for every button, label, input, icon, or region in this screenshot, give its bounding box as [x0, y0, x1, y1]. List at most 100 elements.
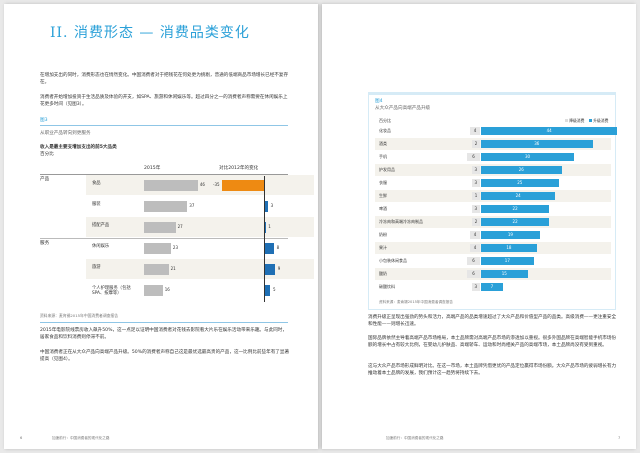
row-label: 酸奶 [379, 271, 387, 276]
figure-label: 图4 [375, 99, 383, 104]
row-label: 服装 [92, 202, 101, 207]
upgrade-bar: 7 [481, 283, 503, 291]
change-bar [264, 243, 274, 254]
axis-line [264, 176, 265, 302]
upgrade-bar: 17 [481, 257, 534, 265]
col-header: 2015年 [144, 166, 161, 171]
chart-row: 手机 6 30 [375, 151, 611, 163]
row-label: 冷冻肉和高端冷冻肉制品 [379, 219, 423, 224]
legend-upgrade: 升级消费 [589, 117, 608, 124]
chart-row: 果汁 4 18 [375, 242, 611, 254]
paragraph: 这与大众产品市场形成鲜明对比。在这一市场，本土品牌凭借更优的产品定位赢得市场份额… [368, 364, 617, 376]
chart-row: 冷冻肉和高端冷冻肉制品 2 22 [375, 216, 611, 228]
upgrade-bar: 25 [481, 179, 559, 187]
upgrade-bar: 44 [481, 127, 618, 135]
row-label: 奶粉 [379, 232, 387, 237]
figure-box: 图4 从大众产品向高端产品升级 百分比 降级消费 升级消费 化妆品 4 44 酒类… [368, 92, 618, 310]
legend-label: 升级消费 [593, 118, 609, 123]
value-label: 16 [164, 287, 170, 292]
chart-row: 酒类 2 36 [375, 138, 611, 150]
chart-unit: 百分比 [40, 152, 54, 157]
value-bar [144, 264, 169, 275]
change-label: 5 [273, 287, 276, 292]
chart-row: 衣服 3 25 [375, 177, 611, 189]
change-bar [264, 264, 275, 275]
upgrade-bar: 19 [481, 231, 540, 239]
change-bar [264, 201, 268, 212]
col-header: 对比2012年的变化 [219, 166, 259, 171]
upgrade-bar: 26 [481, 166, 562, 174]
footer-text: 加速前行：中国消费者的现代化之路 [52, 436, 110, 440]
upgrade-bar: 22 [481, 218, 550, 226]
row-label: 生鲜 [379, 193, 387, 198]
chart-row: 食品 46 -35 [86, 175, 314, 195]
value-bar [144, 180, 198, 191]
source-note: 资料来源：麦肯锡2015年中国消费者调查报告 [379, 300, 453, 304]
row-label: 护发用品 [379, 167, 395, 172]
paragraph: 消费升级正呈现出强劲的势头和活力，高端产品的品类增速超过了大众产品和价值型产品的… [368, 315, 617, 327]
value-label: 46 [199, 182, 205, 187]
chart-subtitle: 收入是最主要支增加支出的前5大品类 [40, 145, 117, 150]
group-label: 服务 [40, 241, 50, 246]
figure-title: 从大众产品向高端产品升级 [375, 106, 431, 111]
row-label: 衣服 [379, 180, 387, 185]
divider [40, 174, 288, 175]
value-label: 21 [170, 266, 176, 271]
chart-row: 生鲜 1 24 [375, 190, 611, 202]
change-bar [222, 180, 264, 191]
value-bar [144, 201, 188, 212]
chart-row: 护发用品 3 26 [375, 164, 611, 176]
downgrade-bar: 4 [470, 231, 480, 239]
divider [40, 125, 288, 126]
chart-row: 酸奶 6 15 [375, 268, 611, 280]
figure-title: 从职业产品转向到更服务 [40, 131, 91, 136]
downgrade-bar: 6 [467, 257, 480, 265]
value-label: 23 [172, 245, 178, 250]
value-bar [144, 243, 171, 254]
paragraph: 国际品牌依然主导着高端产品市场格局，本土品牌需对高端产品市场的渗透加以重视。很多… [368, 336, 617, 348]
page-number: 6 [20, 436, 23, 440]
section-title: II. 消费形态 — 消费品类变化 [50, 25, 250, 41]
page-number: 7 [618, 436, 621, 440]
chart-row: 休闲娱乐 23 8 [86, 238, 314, 258]
row-label: 酒类 [379, 141, 387, 146]
row-label: 食品 [92, 181, 101, 186]
change-label: 3 [270, 203, 274, 208]
row-label: 碳酸饮料 [379, 284, 395, 289]
divider [40, 238, 288, 239]
chart-row: 化妆品 4 44 [375, 125, 618, 137]
value-bar [144, 285, 163, 296]
downgrade-bar: 2 [472, 140, 480, 148]
source-note: 资料来源：麦肯锡2015年中国消费者调查报告 [40, 313, 119, 318]
row-label: 旅游 [92, 265, 101, 270]
chart-row: 服装 37 3 [86, 196, 314, 216]
paragraph: 在增加支出的同时，消费形态也在悄然变化。中国消费者对于把钱花在何处更为挑剔，普通… [40, 73, 289, 85]
left-page: II. 消费形态 — 消费品类变化 在增加支出的同时，消费形态也在悄然变化。中国… [4, 4, 318, 449]
chart-unit: 百分比 [379, 118, 391, 123]
downgrade-bar: 3 [471, 205, 480, 213]
upgrade-bar: 22 [481, 205, 550, 213]
upgrade-bar: 24 [481, 192, 556, 200]
chart-row: 啤酒 3 22 [375, 203, 611, 215]
value-bar [144, 222, 176, 233]
change-label: 9 [277, 266, 281, 271]
paragraph: 消费者开始增加投资于生活品质及体验的开支，如SPA、旅游和休闲娱乐等。超过四分之… [40, 95, 288, 107]
downgrade-bar: 3 [471, 179, 480, 187]
downgrade-bar: 3 [471, 283, 480, 291]
chart-row: 小包装休闲食品 6 17 [375, 255, 611, 267]
divider [40, 322, 288, 323]
footer-text: 加速前行：中国消费者的现代化之路 [386, 436, 444, 440]
row-label: 个人护理服务（包括SPA、按摩等） [92, 286, 131, 296]
right-page: 图4 从大众产品向高端产品升级 百分比 降级消费 升级消费 化妆品 4 44 酒类… [322, 4, 636, 449]
downgrade-bar: 3 [471, 166, 480, 174]
upgrade-bar: 15 [481, 270, 528, 278]
change-label: 8 [276, 245, 280, 250]
row-label: 手机 [379, 154, 387, 159]
upgrade-bar: 36 [481, 140, 593, 148]
downgrade-bar: 6 [467, 153, 480, 161]
legend-label: 降级消费 [569, 118, 585, 123]
downgrade-bar: 4 [470, 127, 480, 135]
legend-swatch [589, 119, 592, 122]
legend-downgrade: 降级消费 [565, 117, 584, 124]
value-label: 37 [189, 203, 195, 208]
